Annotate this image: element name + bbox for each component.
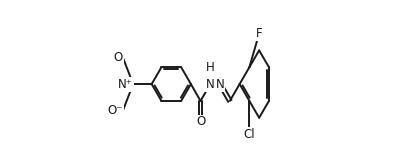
Text: F: F [256, 27, 263, 40]
Text: N: N [216, 78, 225, 91]
Text: N⁺: N⁺ [118, 78, 133, 91]
Text: O: O [114, 51, 123, 64]
Text: O: O [196, 116, 205, 129]
Text: Cl: Cl [244, 128, 255, 141]
Text: H: H [206, 61, 215, 74]
Text: O⁻: O⁻ [108, 104, 123, 117]
Text: N: N [206, 78, 215, 91]
